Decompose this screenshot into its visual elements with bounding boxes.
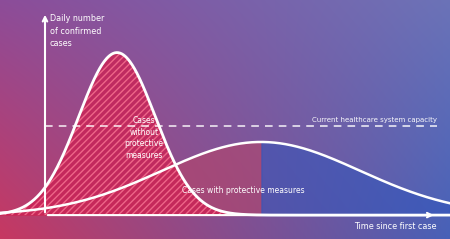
Text: Time since first case: Time since first case [354,222,436,231]
Text: Current healthcare system capacity: Current healthcare system capacity [311,117,436,123]
Text: Cases with protective measures: Cases with protective measures [182,186,304,195]
Text: Daily number
of confirmed
cases: Daily number of confirmed cases [50,14,104,48]
Text: Cases
without
protective
measures: Cases without protective measures [125,116,163,160]
